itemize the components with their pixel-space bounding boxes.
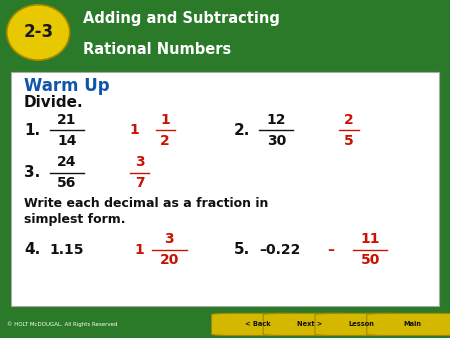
Text: < Back: < Back: [245, 320, 270, 327]
Text: 56: 56: [57, 176, 76, 190]
Text: Divide.: Divide.: [24, 95, 84, 110]
Text: 12: 12: [266, 113, 286, 127]
Text: 11: 11: [360, 232, 380, 246]
Text: 3: 3: [165, 232, 174, 246]
Text: 1: 1: [130, 123, 140, 137]
FancyBboxPatch shape: [367, 313, 450, 336]
Text: 5: 5: [344, 134, 354, 148]
Text: 2: 2: [344, 113, 354, 127]
Text: Rational Numbers: Rational Numbers: [83, 42, 231, 57]
Text: Write each decimal as a fraction in: Write each decimal as a fraction in: [24, 196, 269, 210]
Text: 3: 3: [135, 155, 144, 169]
FancyBboxPatch shape: [263, 313, 356, 336]
FancyBboxPatch shape: [11, 72, 439, 306]
Text: 50: 50: [360, 254, 380, 267]
Text: © HOLT McDOUGAL. All Rights Reserved: © HOLT McDOUGAL. All Rights Reserved: [7, 321, 117, 327]
Text: 24: 24: [57, 155, 76, 169]
Text: 2: 2: [160, 134, 170, 148]
Text: 1: 1: [160, 113, 170, 127]
Text: Main: Main: [404, 320, 422, 327]
Text: 21: 21: [57, 113, 76, 127]
Text: 7: 7: [135, 176, 144, 190]
Text: 1.15: 1.15: [50, 243, 84, 257]
Text: Lesson: Lesson: [348, 320, 374, 327]
Ellipse shape: [7, 5, 70, 60]
Text: 20: 20: [160, 254, 179, 267]
FancyBboxPatch shape: [212, 313, 304, 336]
Text: Adding and Subtracting: Adding and Subtracting: [83, 11, 280, 26]
Text: 4.: 4.: [24, 242, 40, 258]
Text: Warm Up: Warm Up: [24, 77, 110, 95]
Text: simplest form.: simplest form.: [24, 213, 126, 226]
Text: 1.: 1.: [24, 123, 40, 138]
Text: 3.: 3.: [24, 165, 40, 180]
Text: 2.: 2.: [234, 123, 250, 138]
Text: 1: 1: [134, 243, 144, 257]
Text: –0.22: –0.22: [259, 243, 301, 257]
Text: 30: 30: [267, 134, 286, 148]
Text: 5.: 5.: [234, 242, 250, 258]
Text: Next >: Next >: [297, 320, 322, 327]
Text: 14: 14: [57, 134, 76, 148]
FancyBboxPatch shape: [315, 313, 407, 336]
Text: –: –: [328, 243, 335, 257]
Text: 2-3: 2-3: [23, 23, 53, 42]
